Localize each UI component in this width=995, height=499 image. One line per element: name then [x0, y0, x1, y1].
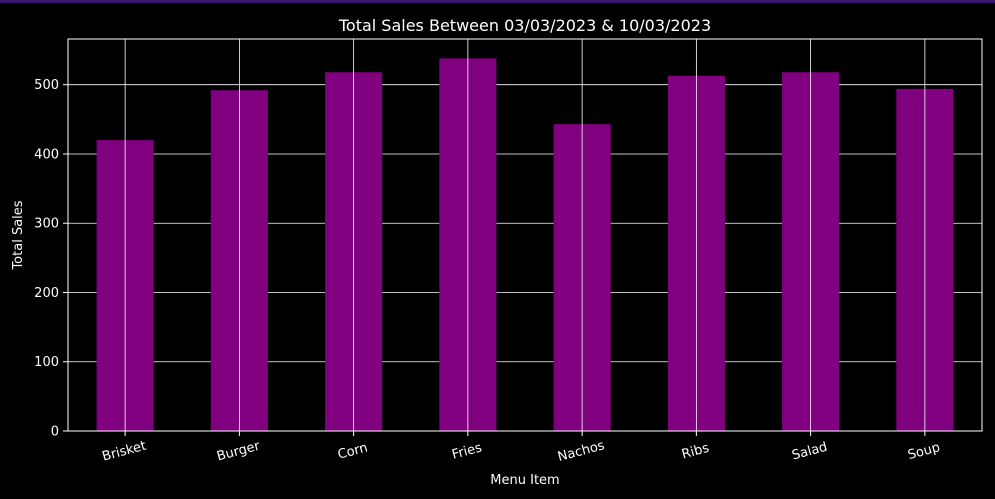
plot-frame	[67, 38, 983, 432]
x-tick-label: Ribs	[680, 441, 711, 463]
chart-title: Total Sales Between 03/03/2023 & 10/03/2…	[338, 16, 711, 35]
vertical-grid-layer	[124, 39, 926, 431]
y-tick-label: 300	[34, 217, 59, 232]
window-top-accent	[0, 0, 995, 3]
y-tick-label: 0	[51, 425, 59, 440]
y-tick-label: 400	[34, 147, 59, 162]
y-tick-label: 200	[34, 286, 59, 301]
y-axis-label: Total Sales	[11, 200, 26, 270]
y-tick-label: 100	[34, 355, 59, 370]
x-axis-label: Menu Item	[490, 473, 559, 488]
y-axis-ticks: 0 100 200 300 400 500	[34, 78, 68, 440]
y-tick-label: 500	[34, 78, 59, 93]
